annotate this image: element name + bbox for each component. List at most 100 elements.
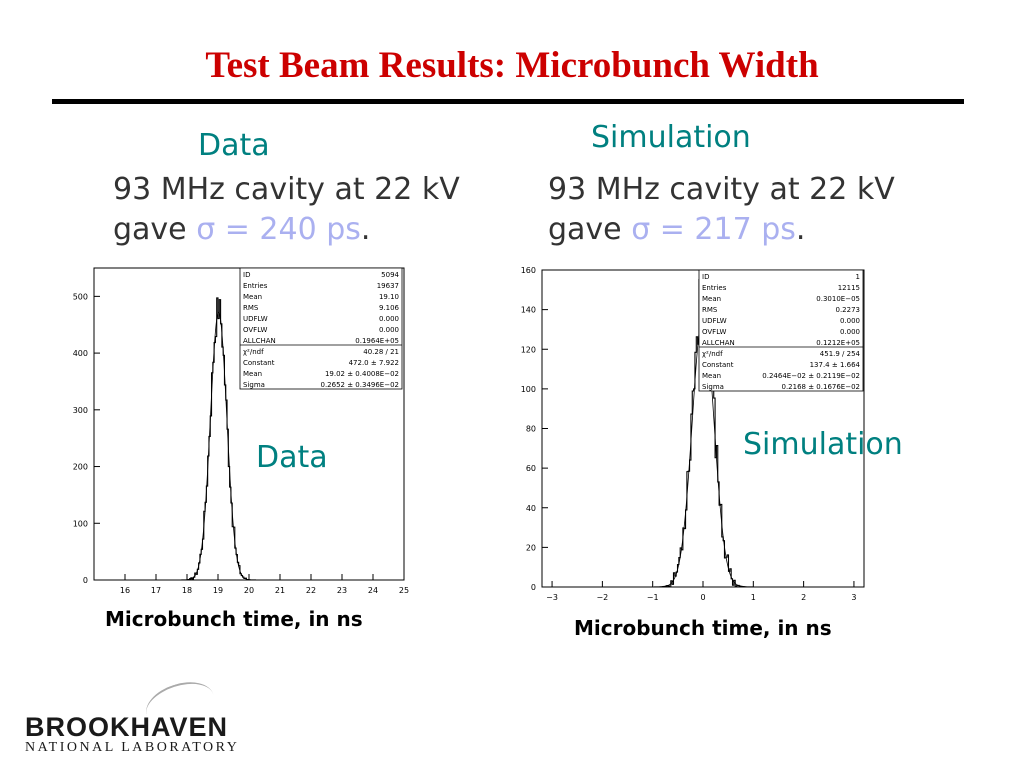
right-x-caption: Microbunch time, in ns [574,616,832,640]
left-line2: gave σ = 240 ps. [113,212,370,247]
stats-key: Mean [702,372,721,380]
y-tick-label: 40 [526,504,536,513]
slide-title: Test Beam Results: Microbunch Width [205,45,819,86]
stats-key: χ²/ndf [243,348,264,356]
x-tick-label: 19 [213,586,223,595]
y-tick-label: 200 [73,463,88,472]
stats-key: OVFLW [243,326,267,334]
simulation-plot-label: Simulation [743,427,903,462]
stats-key: ID [243,271,250,279]
stats-key: UDFLW [702,317,727,325]
simulation-histogram-svg: 0 20 40 60 80 100 120 140 160 −3 −2 −1 0 1 2 3 ID 1 Entrie… [521,266,865,602]
simulation-histogram: 0 20 40 60 80 100 120 140 160 −3 −2 −1 0 1 2 3 ID 1 Entrie… [512,262,872,606]
stats-value: 0.3010E−05 [816,295,860,303]
stats-value: 0.2168 ± 0.1676E−02 [782,383,861,391]
stats-value: 0.1964E+05 [355,337,399,345]
right-line2: gave σ = 217 ps. [548,212,805,247]
data-histogram: 0 100 200 300 400 500 16 17 18 19 20 21 22 23 24 25 ID 50… [58,262,418,602]
data-histogram-svg: 0 100 200 300 400 500 16 17 18 19 20 21 22 23 24 25 ID 50… [73,267,409,595]
stats-key: UDFLW [243,315,268,323]
stats-value: 0.000 [379,315,399,323]
x-tick-label: 21 [275,586,285,595]
stats-value: 0.000 [840,317,860,325]
stats-value: 9.106 [379,304,400,312]
x-tick-label: −1 [647,593,659,602]
x-tick-label: 22 [306,586,316,595]
left-sigma: σ = 240 ps [196,212,361,247]
y-tick-label: 500 [73,292,88,301]
stats-value: 1 [856,273,860,281]
x-tick-label: 17 [151,586,161,595]
stats-value: 12115 [838,284,860,292]
right-sigma: σ = 217 ps [631,212,796,247]
stats-box [239,267,403,390]
stats-value: 19637 [377,282,399,290]
y-tick-label: 140 [521,306,536,315]
x-tick-label: −3 [546,593,558,602]
x-tick-label: 2 [801,593,806,602]
stats-key: ALLCHAN [243,337,276,345]
stats-value: 0.2464E−02 ± 0.2119E−02 [762,372,860,380]
stats-key: RMS [243,304,259,312]
right-line2-prefix: gave [548,212,632,247]
logo-name: BROOKHAVEN [25,712,229,742]
stats-value: 0.000 [840,328,860,336]
stats-value: 5094 [381,271,399,279]
y-tick-label: 20 [526,543,536,552]
stats-key: Sigma [702,383,724,391]
stats-key: Entries [243,282,268,290]
stats-key: RMS [702,306,718,314]
stats-key: Mean [243,293,262,301]
stats-value: 0.2652 ± 0.3496E−02 [321,381,400,389]
left-line2-prefix: gave [113,212,197,247]
x-tick-label: 0 [700,593,705,602]
stats-key: Constant [702,361,734,369]
y-tick-label: 100 [73,519,88,528]
data-plot-label: Data [256,440,328,475]
y-tick-label: 300 [73,406,88,415]
stats-value: 472.0 ± 7.922 [349,359,399,367]
stats-value: 0.000 [379,326,399,334]
right-line2-suffix: . [795,212,806,247]
left-x-caption: Microbunch time, in ns [105,607,363,631]
x-tick-label: 1 [751,593,756,602]
stats-key: Mean [702,295,721,303]
x-tick-label: 24 [368,586,378,595]
left-heading: Data [198,128,270,163]
brookhaven-logo: BROOKHAVEN NATIONAL LABORATORY [25,674,240,756]
stats-key: Constant [243,359,275,367]
x-tick-label: 18 [182,586,192,595]
y-tick-label: 0 [83,576,88,585]
x-tick-label: −2 [596,593,608,602]
y-tick-label: 60 [526,464,536,473]
stats-key: Mean [243,370,262,378]
y-tick-label: 100 [521,385,536,394]
stats-key: Entries [702,284,727,292]
right-line1: 93 MHz cavity at 22 kV [548,172,895,207]
stats-key: ID [702,273,709,281]
y-tick-label: 0 [531,583,536,592]
x-tick-label: 25 [399,586,409,595]
y-tick-label: 80 [526,425,536,434]
x-tick-label: 20 [244,586,254,595]
stats-box [698,269,864,392]
left-line1: 93 MHz cavity at 22 kV [113,172,460,207]
logo-subtitle: NATIONAL LABORATORY [25,740,240,755]
stats-key: Sigma [243,381,265,389]
left-line2-suffix: . [360,212,371,247]
x-tick-label: 23 [337,586,347,595]
stats-value: 451.9 / 254 [820,350,861,358]
stats-key: ALLCHAN [702,339,735,347]
stats-value: 0.2273 [836,306,861,314]
x-tick-label: 3 [851,593,856,602]
y-tick-label: 160 [521,266,536,275]
title-divider [52,99,964,104]
stats-value: 40.28 / 21 [363,348,399,356]
stats-key: OVFLW [702,328,726,336]
y-tick-label: 400 [73,349,88,358]
stats-value: 19.02 ± 0.4008E−02 [325,370,399,378]
x-tick-label: 16 [120,586,130,595]
right-heading: Simulation [591,120,751,155]
gaussian-fit [177,311,260,581]
stats-key: χ²/ndf [702,350,723,358]
